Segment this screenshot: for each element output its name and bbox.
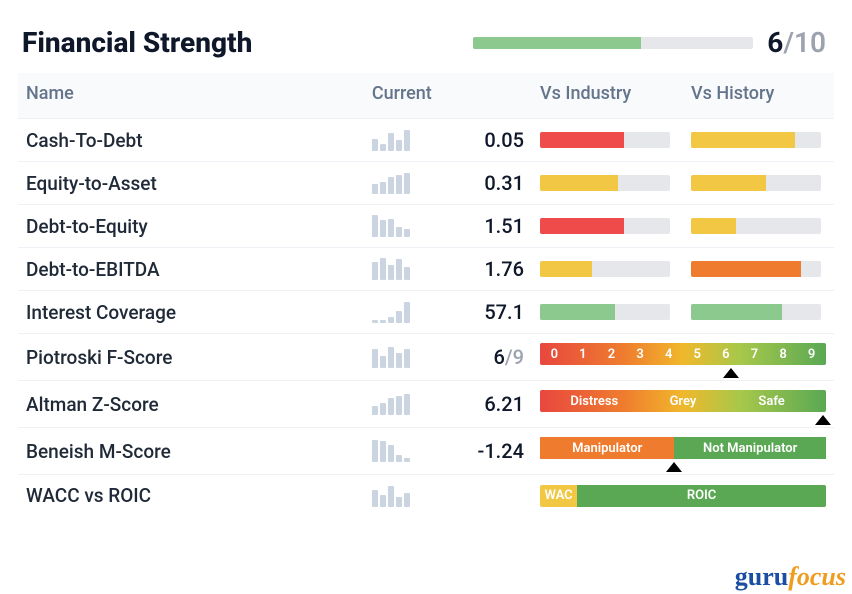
segment-wacc: WAC xyxy=(540,485,577,507)
metric-name[interactable]: Interest Coverage xyxy=(18,291,364,334)
comparison-bar xyxy=(540,261,670,277)
metric-value: 0.05 xyxy=(420,128,524,152)
sparkline xyxy=(372,129,410,151)
comparison-bar xyxy=(691,261,821,277)
sparkline xyxy=(372,172,410,194)
metric-name[interactable]: Cash-To-Debt xyxy=(18,119,364,162)
logo-part-2: focus xyxy=(788,562,846,591)
metric-name[interactable]: Equity-to-Asset xyxy=(18,162,364,205)
comparison-bar xyxy=(540,218,670,234)
sparkline xyxy=(372,346,410,368)
table-row: Cash-To-Debt 0.05 xyxy=(18,119,834,162)
logo-part-1: guru xyxy=(735,562,788,591)
table-row: Piotroski F-Score 6/9 0123456789 xyxy=(18,334,834,381)
table-row: Debt-to-EBITDA 1.76 xyxy=(18,248,834,291)
col-name: Name xyxy=(18,73,364,119)
sparkline xyxy=(372,393,410,415)
metric-name[interactable]: Beneish M-Score xyxy=(18,428,364,475)
sparkline xyxy=(372,440,410,462)
financial-strength-card: Financial Strength 6/10 Name Current Vs … xyxy=(0,0,852,524)
table-row: Beneish M-Score -1.24 ManipulatorNot Manip… xyxy=(18,428,834,475)
comparison-bar xyxy=(540,175,670,191)
table-row: Equity-to-Asset 0.31 xyxy=(18,162,834,205)
metric-value: 0.31 xyxy=(420,171,524,195)
marker-icon xyxy=(723,368,739,378)
table-row: Interest Coverage 57.1 xyxy=(18,291,834,334)
marker-icon xyxy=(815,415,831,425)
comparison-bar xyxy=(691,304,821,320)
metric-value: 57.1 xyxy=(420,300,524,324)
comparison-bar xyxy=(691,175,821,191)
metric-value: 6.21 xyxy=(420,392,524,416)
metric-value: -1.24 xyxy=(420,439,524,463)
metric-name[interactable]: Debt-to-Equity xyxy=(18,205,364,248)
comparison-bar xyxy=(691,218,821,234)
card-title: Financial Strength xyxy=(22,26,252,59)
metric-name[interactable]: Altman Z-Score xyxy=(18,381,364,428)
score-value: 6 xyxy=(767,26,783,59)
table-row: Debt-to-Equity 1.51 xyxy=(18,205,834,248)
score-bar xyxy=(473,37,753,49)
sparkline xyxy=(372,301,410,323)
metric-value: 1.76 xyxy=(420,257,524,281)
metric-value: 1.51 xyxy=(420,214,524,238)
col-vs-industry: Vs Industry xyxy=(532,73,683,119)
table-row: WACC vs ROIC WACROIC xyxy=(18,475,834,517)
score-gradient: 0123456789 xyxy=(540,343,826,371)
score-max: 10 xyxy=(794,26,826,59)
score-bar-fill xyxy=(473,37,641,49)
col-current: Current xyxy=(364,73,532,119)
segment-roic: ROIC xyxy=(577,485,826,507)
score-text: 6/10 xyxy=(767,26,826,59)
score-gradient: ManipulatorNot Manipulator xyxy=(540,437,826,465)
marker-icon xyxy=(666,462,682,472)
col-vs-history: Vs History xyxy=(683,73,834,119)
gurufocus-logo: gurufocus xyxy=(735,562,846,592)
comparison-bar xyxy=(540,132,670,148)
score: 6/10 xyxy=(473,26,826,59)
sparkline xyxy=(372,258,410,280)
metric-value: 6/9 xyxy=(420,345,524,369)
metrics-table: Name Current Vs Industry Vs History Cash… xyxy=(18,73,834,516)
card-header: Financial Strength 6/10 xyxy=(18,16,834,73)
metric-name[interactable]: Debt-to-EBITDA xyxy=(18,248,364,291)
wacc-roic-bar: WACROIC xyxy=(540,485,826,507)
comparison-bar xyxy=(691,132,821,148)
score-gradient: DistressGreySafe xyxy=(540,390,826,418)
sparkline xyxy=(372,215,410,237)
comparison-bar xyxy=(540,304,670,320)
metric-name[interactable]: WACC vs ROIC xyxy=(18,475,364,517)
sparkline xyxy=(372,485,410,507)
table-row: Altman Z-Score 6.21 DistressGreySafe xyxy=(18,381,834,428)
metric-name[interactable]: Piotroski F-Score xyxy=(18,334,364,381)
